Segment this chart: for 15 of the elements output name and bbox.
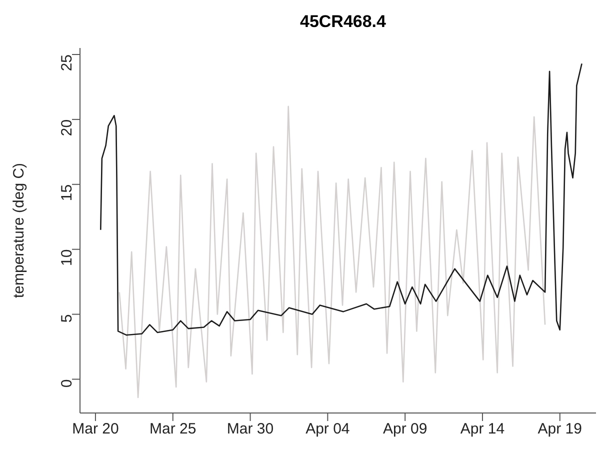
x-tick-label: Apr 04 — [306, 420, 350, 438]
y-tick-label: 25 — [58, 54, 76, 72]
y-tick-label: 5 — [58, 314, 76, 323]
x-tick-label: Mar 20 — [72, 420, 119, 438]
x-tick-label: Apr 19 — [538, 420, 582, 438]
y-axis-title: temperature (deg C) — [10, 162, 28, 298]
y-tick-label: 20 — [58, 119, 76, 136]
y-tick-label: 10 — [58, 249, 76, 266]
x-tick-label: Mar 25 — [150, 420, 196, 438]
y-tick-label: 15 — [58, 184, 76, 202]
x-tick-label: Mar 30 — [226, 420, 274, 438]
x-tick-label: Apr 09 — [382, 420, 428, 438]
x-tick-label: Apr 14 — [460, 420, 505, 438]
chart-title: 45CR468.4 — [298, 11, 387, 33]
y-tick-label: 0 — [58, 379, 76, 388]
